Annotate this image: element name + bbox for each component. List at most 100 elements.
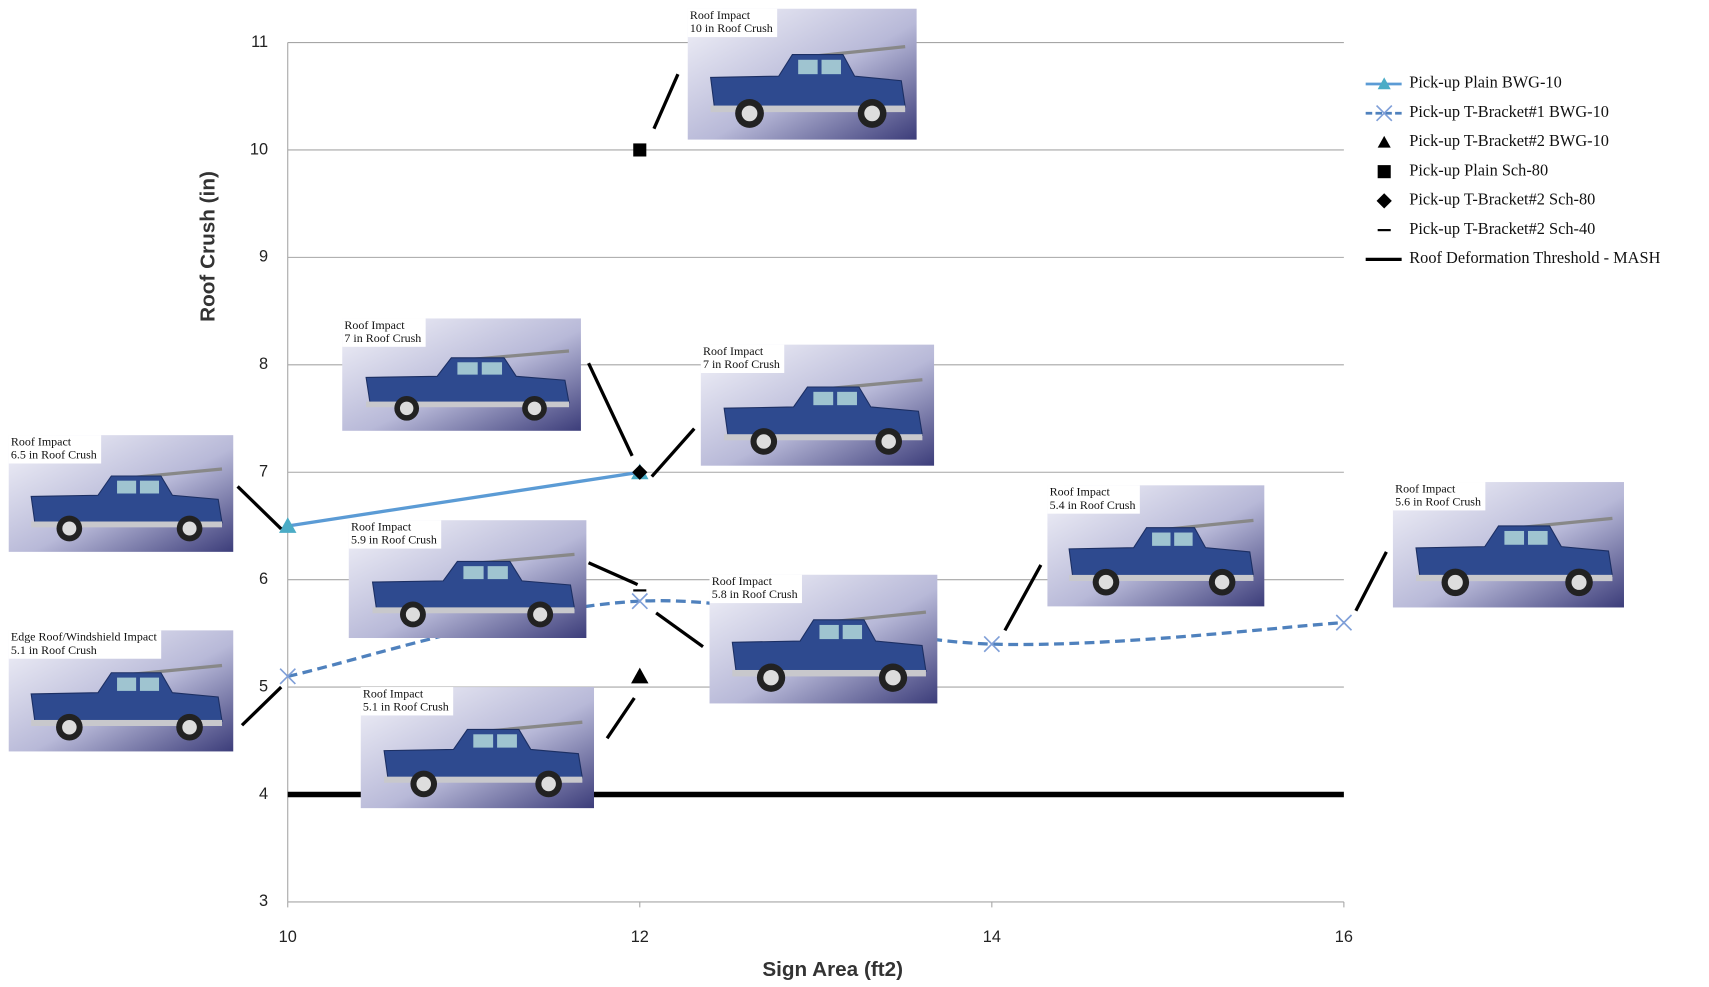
truck-trim bbox=[372, 607, 575, 614]
truck-trim bbox=[384, 776, 583, 783]
truck-hub bbox=[741, 105, 758, 122]
truck-window bbox=[813, 391, 834, 406]
annotation-label-bg bbox=[360, 687, 454, 716]
truck-window bbox=[819, 624, 839, 640]
leader-line bbox=[1354, 551, 1388, 612]
legend-label: Pick-up T-Bracket#2 Sch-80 bbox=[1409, 190, 1595, 209]
annotation-label: 7 in Roof Crush bbox=[344, 331, 421, 345]
truck-trim bbox=[31, 719, 223, 727]
y-tick-label: 11 bbox=[251, 33, 268, 51]
truck-window bbox=[117, 480, 137, 494]
leader-line bbox=[652, 73, 680, 130]
truck-trim bbox=[732, 669, 926, 677]
annotation-label: 5.8 in Roof Crush bbox=[712, 587, 798, 601]
truck-window bbox=[1504, 530, 1525, 545]
annotation-label: Roof Impact bbox=[690, 8, 751, 22]
leader-line bbox=[655, 611, 704, 649]
annotation-label-bg bbox=[687, 8, 778, 38]
truck-window bbox=[139, 677, 160, 691]
truck-hub bbox=[1571, 574, 1587, 590]
legend-label: Pick-up Plain Sch-80 bbox=[1409, 160, 1548, 179]
truck-hub bbox=[1098, 574, 1114, 590]
truck-hub bbox=[182, 521, 197, 536]
series-line bbox=[287, 470, 641, 528]
leader-line bbox=[650, 427, 696, 478]
truck-hub bbox=[1214, 574, 1230, 590]
annotation-label-bg bbox=[1047, 485, 1140, 514]
y-tick-label: 7 bbox=[259, 463, 268, 481]
annotation-label-bg bbox=[700, 344, 785, 373]
annotation-label: 5.4 in Roof Crush bbox=[1050, 498, 1136, 512]
truck-hub bbox=[885, 669, 901, 686]
truck-window bbox=[1174, 532, 1193, 546]
truck-window bbox=[821, 59, 841, 75]
annotation-label: Roof Impact bbox=[11, 435, 72, 449]
marker bbox=[983, 635, 1001, 653]
annotation-label: Roof Impact bbox=[363, 686, 424, 700]
annotation-label: 5.6 in Roof Crush bbox=[1395, 495, 1481, 509]
annotation-label: 7 in Roof Crush bbox=[703, 357, 780, 371]
truck-window bbox=[837, 391, 857, 406]
leader-line bbox=[1003, 564, 1043, 632]
truck-hub bbox=[541, 776, 556, 792]
leader-line bbox=[236, 485, 283, 531]
marker bbox=[279, 517, 297, 533]
leader-line bbox=[605, 697, 636, 740]
y-tick-label: 4 bbox=[259, 785, 268, 803]
truck-window bbox=[842, 624, 863, 640]
annotation-label: Edge Roof/Windshield Impact bbox=[11, 630, 158, 644]
legend-label: Pick-up T-Bracket#2 Sch-40 bbox=[1409, 219, 1595, 238]
leader-line bbox=[587, 362, 634, 457]
truck-hub bbox=[405, 607, 420, 622]
legend-label: Pick-up Plain BWG-10 bbox=[1409, 73, 1561, 92]
leader-line bbox=[240, 685, 283, 727]
annotation-label: 10 in Roof Crush bbox=[690, 21, 773, 35]
annotation-label: Roof Impact bbox=[344, 318, 405, 332]
truck-trim bbox=[1069, 574, 1254, 581]
legend-label: Pick-up T-Bracket#1 BWG-10 bbox=[1409, 102, 1609, 121]
legend-label: Roof Deformation Threshold - MASH bbox=[1409, 248, 1660, 267]
y-axis-title: Roof Crush (in) bbox=[197, 171, 220, 322]
truck-hub bbox=[864, 105, 880, 122]
truck-hub bbox=[881, 434, 896, 449]
truck-window bbox=[457, 362, 478, 375]
truck-window bbox=[1152, 532, 1171, 546]
annotation-label: 5.1 in Roof Crush bbox=[363, 700, 449, 714]
x-tick-label: 12 bbox=[631, 928, 649, 946]
truck-hub bbox=[763, 669, 779, 686]
legend-marker bbox=[1377, 135, 1391, 148]
marker bbox=[633, 143, 647, 157]
annotation-label: 5.1 in Roof Crush bbox=[11, 643, 97, 657]
truck-hub bbox=[527, 401, 542, 416]
marker bbox=[631, 592, 648, 610]
truck-window bbox=[481, 362, 503, 375]
truck-trim bbox=[366, 401, 569, 408]
y-tick-label: 9 bbox=[259, 248, 268, 266]
truck-hub bbox=[533, 607, 548, 622]
legend-marker bbox=[1376, 193, 1392, 209]
x-tick-label: 14 bbox=[983, 928, 1001, 946]
truck-hub bbox=[182, 719, 197, 735]
annotation-label-bg bbox=[8, 435, 102, 464]
x-axis-title: Sign Area (ft2) bbox=[762, 958, 903, 981]
truck-window bbox=[487, 566, 508, 580]
truck-window bbox=[798, 59, 818, 75]
truck-window bbox=[473, 734, 494, 748]
truck-window bbox=[497, 734, 517, 748]
truck-window bbox=[117, 677, 137, 691]
annotation-label-bg bbox=[1392, 482, 1486, 511]
legend-marker bbox=[1377, 165, 1391, 179]
y-tick-label: 6 bbox=[259, 570, 268, 588]
annotation-label: Roof Impact bbox=[1050, 485, 1111, 499]
marker bbox=[1335, 614, 1353, 631]
